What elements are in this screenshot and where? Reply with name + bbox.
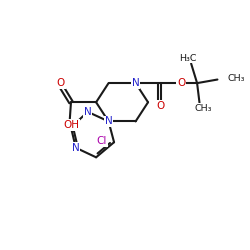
Text: Cl: Cl bbox=[96, 136, 107, 146]
Text: N: N bbox=[84, 107, 92, 117]
Text: OH: OH bbox=[63, 120, 79, 130]
Text: CH₃: CH₃ bbox=[228, 74, 245, 82]
Text: N: N bbox=[105, 116, 112, 126]
Text: N: N bbox=[132, 78, 140, 88]
Text: O: O bbox=[177, 78, 185, 88]
Text: H₃C: H₃C bbox=[180, 54, 197, 63]
Text: CH₃: CH₃ bbox=[194, 104, 212, 112]
Text: N: N bbox=[72, 143, 80, 153]
Text: O: O bbox=[56, 78, 65, 88]
Text: O: O bbox=[156, 101, 164, 111]
